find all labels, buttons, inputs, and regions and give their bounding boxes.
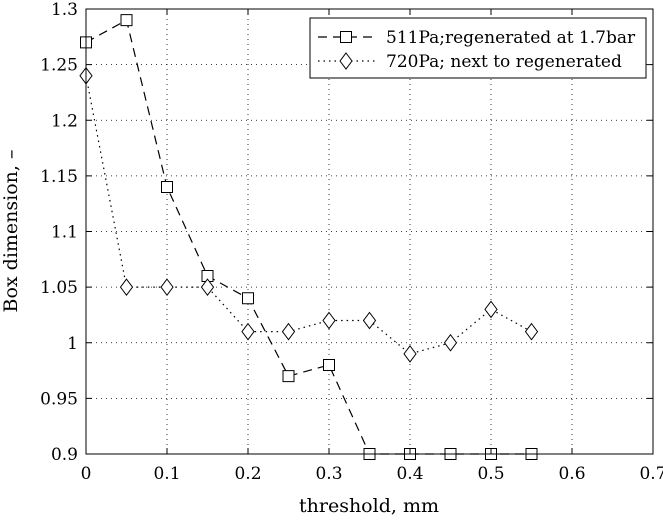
grid-layer <box>86 9 653 454</box>
legend-marker-series-2 <box>339 52 353 70</box>
series-1-point <box>161 181 173 193</box>
series-2-point <box>119 278 134 296</box>
legend-marker-series-1 <box>340 31 352 43</box>
tick-layer: 0 0.1 0.2 0.3 0.4 0.5 0.6 0.7 0.9 0.95 1 1.05 1.1 1.1… <box>40 0 663 484</box>
series-1-point <box>120 14 133 27</box>
series-2-point <box>241 322 255 341</box>
y-tick-label: 1.2 <box>51 111 78 131</box>
series-1-point <box>323 359 335 371</box>
y-tick-label: 1.05 <box>40 278 78 298</box>
series-2-line <box>85 75 532 355</box>
series-layer <box>79 14 539 460</box>
y-tick-label: 1.3 <box>51 0 78 20</box>
series-1-line <box>85 19 532 455</box>
series-2-point <box>524 322 539 341</box>
x-tick-label: 0.1 <box>153 464 180 484</box>
series-2-point <box>281 322 296 341</box>
x-tick-label: 0.4 <box>396 464 423 484</box>
series-2-point <box>200 278 215 296</box>
series-2-point <box>362 311 377 330</box>
series-2-point <box>484 300 498 319</box>
x-tick-label: 0 <box>81 464 92 484</box>
y-tick-label: 0.9 <box>51 445 78 465</box>
x-tick-label: 0.5 <box>477 464 504 484</box>
legend-box <box>309 17 647 79</box>
x-tick-label: 0.3 <box>315 464 342 484</box>
series-2-point <box>403 345 417 363</box>
x-axis-title: threshold, mm <box>299 495 439 517</box>
y-tick-label: 0.95 <box>40 389 78 409</box>
series-2-point <box>160 278 174 296</box>
series-1-point <box>242 292 254 305</box>
series-2-point <box>322 311 336 330</box>
y-tick-label: 1.1 <box>51 223 78 243</box>
series-2-point <box>443 333 458 352</box>
y-tick-label: 1.25 <box>40 56 78 76</box>
legend: 511Pa;regenerated at 1.7bar 720Pa; next … <box>309 17 647 79</box>
x-tick-label: 0.7 <box>639 464 663 484</box>
y-tick-label: 1.15 <box>40 167 78 187</box>
x-tick-label: 0.6 <box>558 464 585 484</box>
x-tick-label: 0.2 <box>234 464 261 484</box>
series-1-point <box>282 370 295 383</box>
y-tick-label: 1 <box>67 334 78 354</box>
legend-label-series-2: 720Pa; next to regenerated <box>386 52 622 72</box>
y-axis-title: Box dimension, – <box>0 150 22 313</box>
legend-label-series-1: 511Pa;regenerated at 1.7bar <box>386 28 636 48</box>
